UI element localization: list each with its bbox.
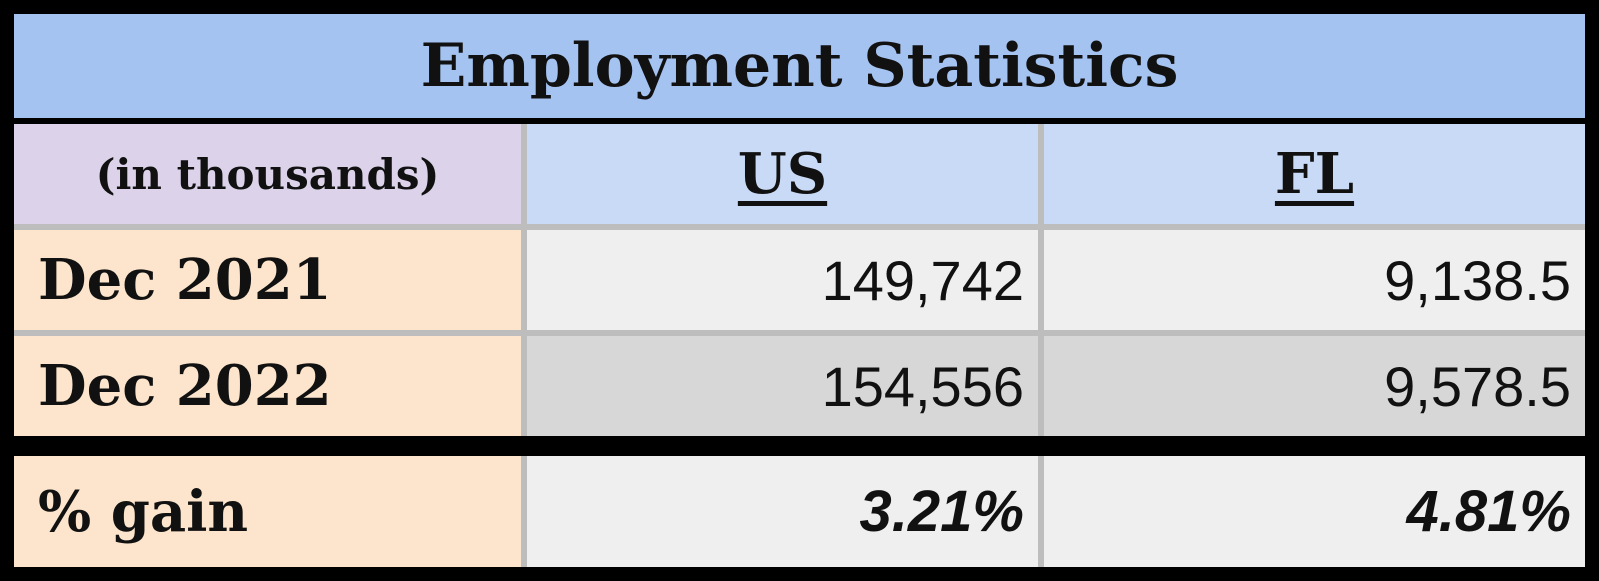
cell-fl-dec-2021: 9,138.5 — [1044, 230, 1585, 330]
cell-fl-dec-2022: 9,578.5 — [1044, 336, 1585, 436]
row-label-dec-2021: Dec 2021 — [14, 230, 521, 330]
units-label: (in thousands) — [14, 124, 521, 224]
separator-summary-col-2 — [1038, 456, 1044, 567]
cell-us-dec-2021: 149,742 — [527, 230, 1038, 330]
separator-col-2 — [1038, 124, 1044, 436]
row-label-percent-gain: % gain — [14, 456, 521, 567]
table-title: Employment Statistics — [14, 14, 1585, 118]
cell-fl-percent-gain: 4.81% — [1044, 456, 1585, 567]
separator-row-1-bottom — [14, 330, 1585, 336]
separator-col-1 — [521, 124, 527, 436]
separator-header-bottom — [14, 224, 1585, 230]
separator-summary-col-1 — [521, 456, 527, 567]
cell-us-dec-2022: 154,556 — [527, 336, 1038, 436]
column-header-fl: FL — [1044, 124, 1585, 224]
row-label-dec-2022: Dec 2022 — [14, 336, 521, 436]
cell-us-percent-gain: 3.21% — [527, 456, 1038, 567]
column-header-us: US — [527, 124, 1038, 224]
